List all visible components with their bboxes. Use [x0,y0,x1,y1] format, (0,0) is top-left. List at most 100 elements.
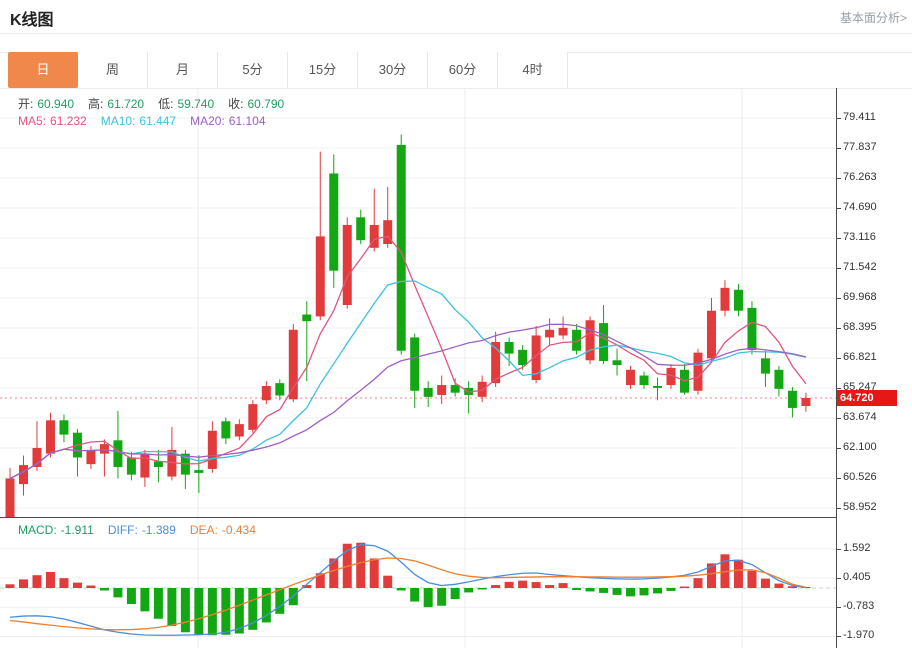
candle-body [194,470,204,473]
ma-value: 61.232 [50,114,87,128]
candle-body [261,385,271,401]
price-tick-label: 77.837 [843,141,877,153]
price-tick-label: 79.411 [843,111,876,123]
dea-line [9,557,807,631]
price-tick-dash [836,297,841,299]
price-tick-label: 73.116 [843,230,876,243]
macd-histogram-bar [558,583,568,588]
candle-body [153,461,163,468]
macd-tick-dash [836,548,841,550]
candle-body [167,449,177,477]
macd-histogram-bar [86,585,96,588]
macd-histogram-bar [774,583,784,588]
price-axis-line [836,88,837,648]
macd-histogram-bar [787,586,797,588]
tab-5分[interactable]: 5分 [218,52,288,88]
price-tick-dash [836,178,841,179]
macd-tick-dash [836,607,841,609]
candle-body [666,367,676,386]
macd-histogram-bar [113,588,123,598]
macd-histogram-bar [140,588,150,612]
tabbar-bottom-border [0,88,912,89]
macd-histogram-bar [599,588,609,593]
price-tick-label: 71.542 [843,260,877,273]
macd-histogram-bar [504,581,514,588]
candle-body [207,430,217,469]
candle-body [32,447,42,468]
ohlc-label: 开: [18,97,34,111]
macd-tick-dash [836,636,841,638]
tab-4时[interactable]: 4时 [498,52,568,88]
candlestick-chart[interactable] [0,88,836,518]
tab-15分[interactable]: 15分 [288,52,358,88]
macd-histogram-bar [450,588,460,600]
macd-chart[interactable] [0,518,836,648]
macd-histogram-bar [153,588,163,619]
ma-label: MA10: [100,114,136,128]
macd-histogram-bar [261,588,271,623]
candle-body [747,307,757,350]
ma-value: 61.104 [228,114,266,128]
macd-histogram-bar [180,588,190,633]
macd-histogram-bar [491,585,501,588]
candle-body [356,217,366,241]
candle-body [45,420,55,454]
ma20-line [9,323,807,480]
tab-月[interactable]: 月 [148,52,218,88]
candle-body [774,369,784,389]
macd-histogram-bar [383,575,393,588]
macd-histogram-bar [167,588,177,627]
candle-body [99,444,109,454]
candle-body [491,341,501,384]
macd-histogram-bar [194,588,204,635]
macd-value: -1.389 [141,523,176,537]
price-tick-dash [836,447,841,449]
macd-histogram-bar [302,585,312,588]
candle-body [86,449,96,465]
candle-body [369,224,379,248]
macd-histogram-bar [248,588,258,630]
fundamental-analysis-link[interactable]: 基本面分析> [839,11,907,25]
header-divider [0,33,912,34]
candle-body [801,398,811,407]
candle-body [626,369,636,386]
tab-周[interactable]: 周 [78,52,148,88]
candle-body [140,453,150,478]
price-tick-dash [836,118,841,119]
macd-histogram-bar [356,542,366,588]
price-tick-dash [836,417,841,419]
macd-histogram-bar [234,588,244,634]
macd-histogram-bar [477,588,487,590]
macd-tick-label: 0.405 [843,571,871,584]
macd-label: MACD: [18,523,57,537]
price-tick-label: 76.263 [843,171,877,183]
macd-histogram-bar [760,578,770,588]
macd-histogram-bar [585,588,595,592]
tab-日[interactable]: 日 [8,52,78,88]
timeframe-tabs: 日周月 5分 15分 30分 60分 4时 [8,52,568,88]
candle-body [558,327,568,336]
macd-histogram-bar [18,579,28,588]
macd-histogram-bar [518,580,528,588]
candle-body [342,224,352,305]
macd-histogram-bar [369,558,379,588]
macd-value: -1.911 [60,523,94,537]
candle-body [720,287,730,311]
macd-tick-dash [836,578,841,580]
tab-30分[interactable]: 30分 [358,52,428,88]
candle-body [572,329,582,351]
candle-body [59,420,69,435]
price-tick-label: 68.395 [843,320,877,333]
macd-histogram-bar [706,563,716,588]
candle-body [545,329,555,338]
macd-histogram-bar [207,588,217,636]
candle-body [275,383,285,396]
ohlc-label: 高: [88,97,104,111]
macd-histogram-bar [99,588,109,591]
candle-body [760,358,770,374]
price-tick-label: 69.968 [843,290,877,303]
tab-60分[interactable]: 60分 [428,52,498,88]
candle-body [477,381,487,397]
price-tick-dash [836,507,841,509]
macd-tick-label: -0.783 [843,600,875,613]
